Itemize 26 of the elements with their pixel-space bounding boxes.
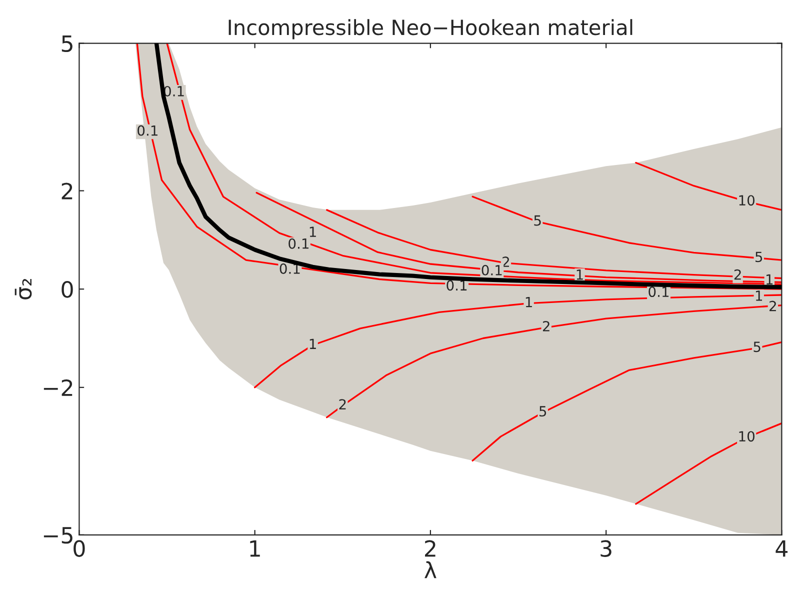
y-tick-label: 2	[62, 182, 72, 200]
x-tick-label: 0	[74, 540, 85, 557]
x-tick-label: 2	[425, 540, 436, 557]
x-axis-title: λ	[424, 561, 436, 578]
annotation: 1	[310, 226, 316, 237]
annotation: 10	[739, 195, 754, 206]
x-tick-label: 3	[600, 540, 612, 557]
annotation: 2	[770, 300, 776, 312]
annotation: 0.1	[482, 264, 502, 276]
x-tick-label: 4	[776, 540, 788, 557]
chart-title: Incompressible Neo−Hookean material	[228, 19, 632, 40]
annotation: 0.1	[648, 286, 669, 298]
annotation: 0.1	[288, 238, 308, 249]
annotation: 0.1	[446, 280, 467, 291]
y-tick-label: −5	[44, 527, 72, 544]
annotation: 10	[739, 431, 754, 442]
y-axis-title: σ̄₂	[14, 278, 32, 300]
annotation: 1	[576, 270, 583, 280]
annotation: 1	[766, 274, 773, 285]
annotation: 2	[734, 269, 741, 280]
annotation: 1	[756, 290, 762, 301]
annotation: 0.1	[138, 125, 158, 136]
y-tick-label: −2	[44, 379, 72, 396]
x-tick-label: 1	[250, 540, 260, 557]
y-tick-label: 0	[62, 281, 73, 298]
y-tick-label: 5	[62, 36, 72, 52]
